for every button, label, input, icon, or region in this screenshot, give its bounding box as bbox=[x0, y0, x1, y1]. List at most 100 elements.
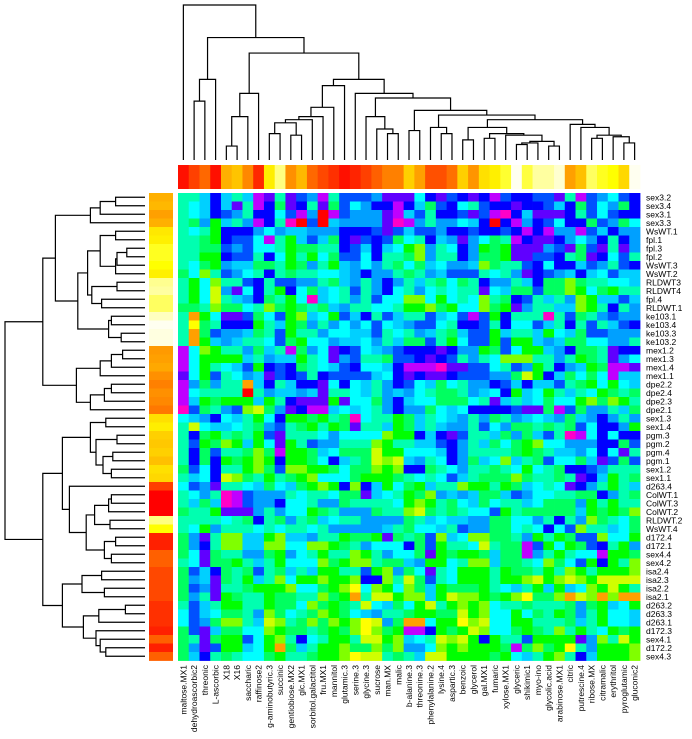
heatmap-cell bbox=[532, 499, 544, 508]
heatmap-cell bbox=[253, 448, 265, 457]
heatmap-cell bbox=[597, 575, 609, 585]
row-label: mex1.2 bbox=[646, 345, 674, 355]
heatmap-cell bbox=[328, 643, 340, 653]
heatmap-cell bbox=[511, 490, 523, 500]
heatmap-cell bbox=[296, 533, 308, 542]
heatmap-cell bbox=[371, 235, 383, 245]
heatmap-cell bbox=[597, 354, 609, 364]
heatmap-cell bbox=[403, 431, 415, 440]
dendrogram-branch bbox=[429, 126, 448, 160]
row-side-color bbox=[149, 235, 173, 245]
heatmap-cell bbox=[263, 550, 276, 559]
heatmap-cell bbox=[586, 507, 598, 517]
heatmap-cell bbox=[392, 601, 405, 610]
heatmap-cell bbox=[586, 592, 598, 602]
dendrogram-branch bbox=[126, 247, 145, 258]
heatmap-cell bbox=[285, 550, 297, 559]
heatmap-cell bbox=[188, 499, 200, 508]
heatmap-cell bbox=[178, 414, 190, 423]
heatmap-cell bbox=[629, 261, 641, 270]
heatmap-cell bbox=[210, 397, 222, 406]
heatmap-cell bbox=[274, 363, 286, 372]
heatmap-cell bbox=[457, 286, 469, 296]
heatmap-cell bbox=[178, 550, 190, 559]
heatmap-cell bbox=[199, 465, 211, 474]
heatmap-cell bbox=[629, 643, 641, 653]
heatmap-cell bbox=[607, 261, 619, 270]
heatmap-cell bbox=[199, 584, 211, 593]
heatmap-cell bbox=[607, 635, 619, 644]
heatmap-cell bbox=[274, 609, 286, 619]
heatmap-cell bbox=[564, 235, 576, 245]
heatmap-cell bbox=[349, 601, 362, 610]
row-label: sex1.1 bbox=[646, 473, 671, 483]
heatmap-cell bbox=[188, 295, 200, 304]
column-side-color-bar bbox=[178, 165, 641, 189]
heatmap-cell bbox=[425, 507, 437, 517]
heatmap-cell bbox=[597, 303, 609, 313]
heatmap-cell bbox=[607, 244, 619, 253]
heatmap-cell bbox=[575, 227, 587, 236]
heatmap-cell bbox=[285, 431, 297, 440]
heatmap-cell bbox=[349, 456, 362, 466]
heatmap-cell bbox=[231, 618, 243, 627]
heatmap-cell bbox=[446, 541, 458, 551]
heatmap-cell bbox=[274, 575, 286, 585]
heatmap-cell bbox=[296, 278, 308, 287]
heatmap-cell bbox=[414, 312, 426, 321]
heatmap-cell bbox=[446, 235, 458, 245]
heatmap-cell bbox=[446, 388, 458, 398]
heatmap-cell bbox=[554, 278, 566, 287]
heatmap-cell bbox=[586, 567, 598, 576]
heatmap-cell bbox=[403, 626, 415, 636]
heatmap-cell bbox=[435, 439, 447, 449]
heatmap-cell bbox=[468, 618, 480, 627]
heatmap-cell bbox=[285, 473, 297, 483]
row-side-color bbox=[149, 465, 173, 474]
heatmap-cell bbox=[564, 507, 576, 517]
heatmap-cell bbox=[521, 371, 533, 381]
heatmap-cell bbox=[489, 363, 501, 372]
heatmap-cell bbox=[489, 278, 501, 287]
row-side-color bbox=[149, 456, 173, 466]
heatmap-cell bbox=[468, 201, 480, 211]
heatmap-cell bbox=[564, 210, 576, 219]
heatmap-cell bbox=[414, 550, 426, 559]
heatmap-cell bbox=[371, 252, 383, 262]
heatmap-cell bbox=[521, 473, 533, 483]
heatmap-cell bbox=[629, 397, 641, 406]
heatmap-cell bbox=[511, 473, 523, 483]
heatmap-cell bbox=[188, 550, 200, 559]
heatmap-cell bbox=[521, 286, 533, 296]
heatmap-cell bbox=[339, 601, 351, 610]
heatmap-cell bbox=[511, 303, 523, 313]
heatmap-cell bbox=[521, 499, 533, 508]
row-label: sex4.1 bbox=[646, 634, 671, 644]
heatmap-cell bbox=[500, 507, 512, 517]
heatmap-cell bbox=[178, 227, 190, 236]
heatmap-cell bbox=[629, 465, 641, 474]
heatmap-cell bbox=[489, 558, 501, 568]
row-side-color bbox=[149, 312, 173, 321]
row-side-color bbox=[149, 473, 173, 483]
heatmap-cell bbox=[382, 329, 394, 338]
heatmap-cell bbox=[349, 541, 362, 551]
heatmap-cell bbox=[500, 414, 512, 423]
heatmap-cell bbox=[242, 541, 254, 551]
heatmap-cell bbox=[317, 329, 329, 338]
heatmap-cell bbox=[328, 329, 340, 338]
heatmap-cell bbox=[629, 371, 641, 381]
heatmap-cell bbox=[457, 635, 469, 644]
heatmap-cell bbox=[242, 550, 254, 559]
heatmap-cell bbox=[220, 499, 233, 508]
heatmap-cell bbox=[317, 422, 329, 432]
heatmap-cell bbox=[403, 363, 415, 372]
heatmap-cell bbox=[564, 592, 576, 602]
heatmap-cell bbox=[210, 584, 222, 593]
heatmap-cell bbox=[500, 329, 512, 338]
row-label: dpe2.4 bbox=[646, 388, 672, 398]
heatmap-cell bbox=[468, 414, 480, 423]
heatmap-cell bbox=[500, 584, 512, 593]
heatmap-cell bbox=[554, 354, 566, 364]
heatmap-cell bbox=[188, 269, 200, 279]
